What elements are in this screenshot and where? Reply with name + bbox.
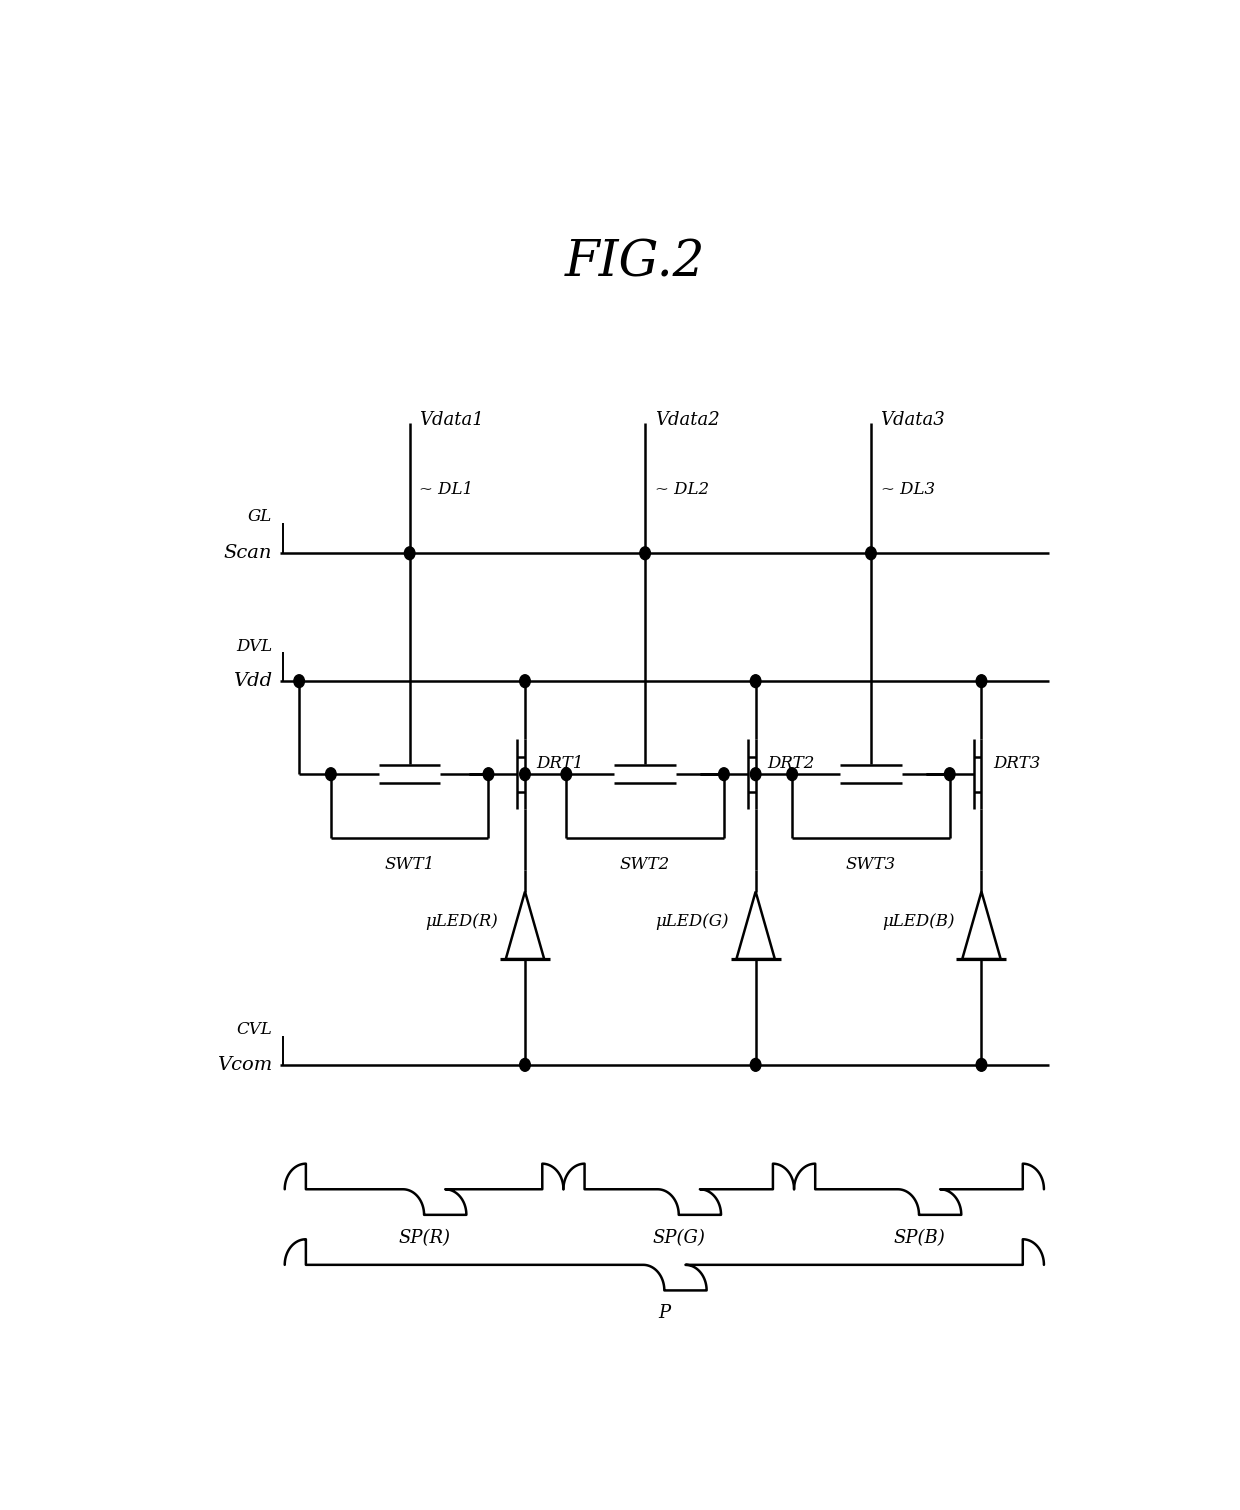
Circle shape xyxy=(750,675,761,687)
Text: DRT2: DRT2 xyxy=(768,755,815,772)
Text: SP(B): SP(B) xyxy=(893,1229,945,1247)
Circle shape xyxy=(326,767,336,781)
Text: SP(R): SP(R) xyxy=(398,1229,450,1247)
Text: Vdata1: Vdata1 xyxy=(419,411,484,429)
Text: CVL: CVL xyxy=(237,1021,273,1039)
Circle shape xyxy=(976,1059,987,1071)
Text: Vdata2: Vdata2 xyxy=(655,411,719,429)
Circle shape xyxy=(640,547,651,560)
Text: μLED(B): μLED(B) xyxy=(882,914,955,930)
Text: SWT1: SWT1 xyxy=(384,856,435,873)
Circle shape xyxy=(560,767,572,781)
Text: ~ DL1: ~ DL1 xyxy=(419,480,474,498)
Text: SWT3: SWT3 xyxy=(846,856,897,873)
Text: μLED(G): μLED(G) xyxy=(655,914,729,930)
Text: μLED(R): μLED(R) xyxy=(425,914,498,930)
Text: FIG.2: FIG.2 xyxy=(565,239,706,287)
Circle shape xyxy=(520,1059,531,1071)
Text: Vcom: Vcom xyxy=(217,1055,273,1074)
Circle shape xyxy=(787,767,797,781)
Text: DVL: DVL xyxy=(236,637,273,655)
Text: SWT2: SWT2 xyxy=(620,856,671,873)
Circle shape xyxy=(945,767,955,781)
Circle shape xyxy=(294,675,305,687)
Circle shape xyxy=(866,547,877,560)
Circle shape xyxy=(404,547,415,560)
Text: ~ DL2: ~ DL2 xyxy=(655,480,709,498)
Circle shape xyxy=(520,675,531,687)
Text: GL: GL xyxy=(248,507,273,524)
Text: SP(G): SP(G) xyxy=(652,1229,706,1247)
Circle shape xyxy=(484,767,494,781)
Text: DRT3: DRT3 xyxy=(993,755,1040,772)
Text: P: P xyxy=(658,1305,671,1323)
Text: Vdata3: Vdata3 xyxy=(880,411,945,429)
Text: Vdd: Vdd xyxy=(233,672,273,690)
Text: Scan: Scan xyxy=(224,544,273,562)
Text: ~ DL3: ~ DL3 xyxy=(880,480,935,498)
Text: DRT1: DRT1 xyxy=(537,755,584,772)
Circle shape xyxy=(750,1059,761,1071)
Circle shape xyxy=(750,767,761,781)
Circle shape xyxy=(520,767,531,781)
Circle shape xyxy=(976,675,987,687)
Circle shape xyxy=(719,767,729,781)
